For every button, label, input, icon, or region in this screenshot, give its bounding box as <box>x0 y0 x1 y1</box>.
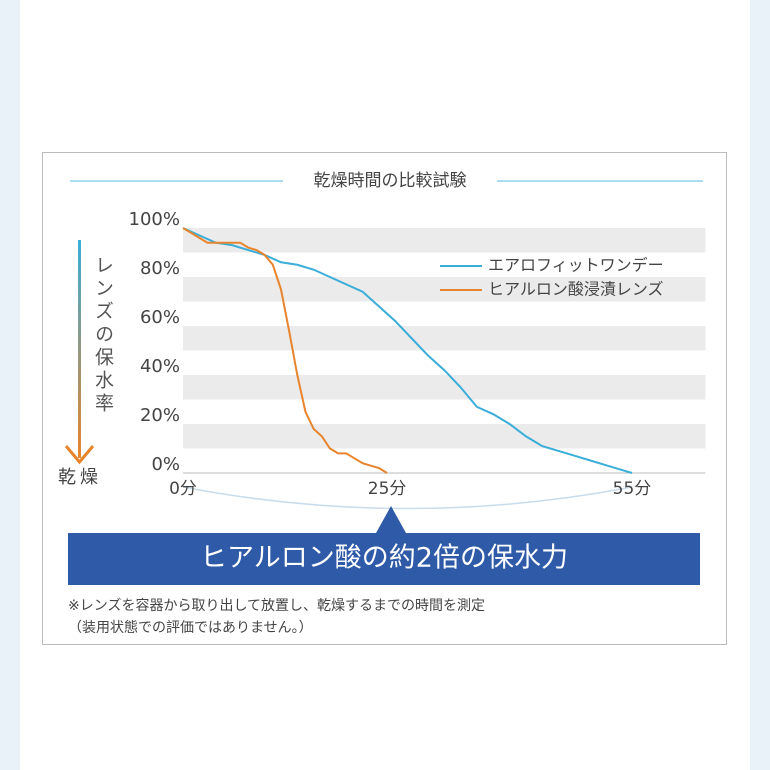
band <box>183 228 706 253</box>
side-strip <box>750 0 770 770</box>
y-label-end: 乾燥 <box>58 467 102 488</box>
x-tick-label: 0分 <box>169 479 197 499</box>
y-tick-label: 40% <box>140 356 180 377</box>
y-tick-label: 80% <box>140 258 180 279</box>
band <box>183 375 706 400</box>
y-tick-label: 100% <box>129 209 180 230</box>
side-strip <box>0 0 20 770</box>
banner-pointer <box>376 506 406 533</box>
y-tick-label: 0% <box>151 454 180 475</box>
banner <box>68 533 700 585</box>
y-tick-label: 60% <box>140 307 180 328</box>
legend-label: ヒアルロン酸浸漬レンズ <box>488 280 664 299</box>
bracket <box>182 486 633 510</box>
data-line <box>182 227 388 474</box>
x-tick-label: 25分 <box>368 479 407 499</box>
legend-label: エアロフィットワンデー <box>488 256 664 275</box>
axis-arrow <box>78 240 81 458</box>
band <box>183 424 706 449</box>
y-axis-label: レンズの保水率 <box>92 255 114 416</box>
band <box>183 326 706 351</box>
x-tick-label: 55分 <box>613 479 652 499</box>
y-tick-label: 20% <box>140 405 180 426</box>
annotation: ヒアルロン酸の約2倍の保水力 <box>200 543 568 574</box>
note: ※レンズを容器から取り出して放置し、乾燥するまでの時間を測定 <box>68 597 485 614</box>
note: （装用状態での評価ではありません。） <box>68 620 313 636</box>
data-line <box>182 227 633 474</box>
axis-arrow-head <box>64 445 95 465</box>
chart-title: 乾燥時間の比較試験 <box>314 171 467 191</box>
